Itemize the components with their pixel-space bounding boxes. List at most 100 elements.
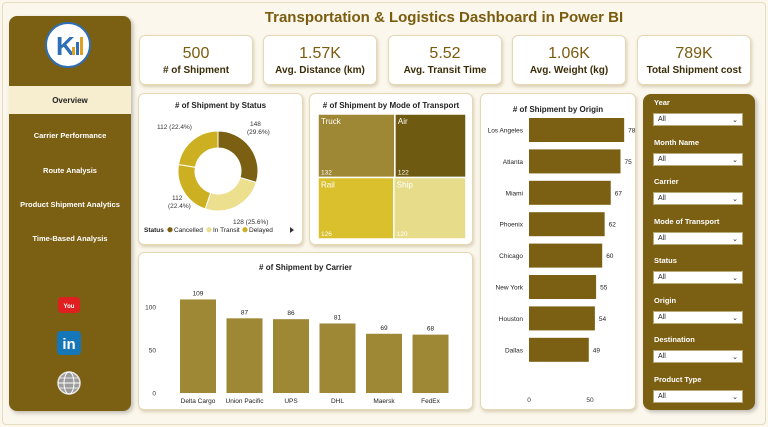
- filter-dropdown-product-type[interactable]: All ⌄: [653, 389, 743, 403]
- filter-label: Carrier: [654, 177, 679, 186]
- donut-slice[interactable]: [177, 130, 219, 168]
- treemap-cell-ship[interactable]: [393, 176, 467, 240]
- treemap-cell-air[interactable]: [394, 113, 467, 179]
- filter-value: All: [658, 274, 666, 281]
- data-label: 67: [615, 190, 623, 197]
- category-label: New York: [496, 285, 524, 292]
- kpi-label: Avg. Distance (km): [275, 64, 365, 76]
- nav-item-time-based-analysis[interactable]: Time-Based Analysis: [32, 233, 108, 243]
- x-tick-label: 50: [586, 397, 594, 404]
- origin-bar[interactable]: [529, 180, 611, 205]
- origin-bar[interactable]: [529, 118, 625, 142]
- slice-label: 148: [250, 121, 261, 128]
- filter-dropdown-destination[interactable]: All ⌄: [653, 350, 743, 363]
- carrier-bar-chart: 100 50 0 109 Delta Cargo 87 Union Pacific 86 UPS…: [145, 290, 449, 405]
- nav-item-route-analysis[interactable]: Route Analysis: [43, 165, 97, 175]
- kpi-value: 789K: [675, 44, 713, 62]
- mode-chart-title: # of Shipment by Mode of Transport: [322, 101, 460, 110]
- treemap-cell-value: 126: [321, 231, 332, 238]
- category-label: Delta Cargo: [181, 398, 216, 405]
- linkedin-icon[interactable]: in: [56, 330, 82, 356]
- filter-dropdown-month-name[interactable]: All ⌄: [653, 152, 743, 166]
- carrier-chart-panel: # of Shipment by Carrier 100 50 0 109 Delta …: [138, 252, 473, 410]
- filter-dropdown-carrier[interactable]: All ⌄: [653, 192, 743, 205]
- mode-treemap-chart: Truck 132 Air 122 Rail 126 Ship 120: [317, 113, 467, 240]
- legend-title: Status: [144, 227, 164, 234]
- category-label: Houston: [499, 316, 524, 323]
- carrier-bar[interactable]: [180, 299, 216, 393]
- filter-label: Month Name: [654, 137, 699, 147]
- chevron-down-icon: ⌄: [732, 275, 738, 282]
- carrier-bar[interactable]: [319, 323, 356, 393]
- chevron-down-icon: ⌄: [732, 156, 738, 164]
- origin-bar-chart: Los Angeles 78 Atlanta 75 Miami 67 Phoenix 62 Ch…: [488, 118, 636, 404]
- slice-label: (29.6%): [247, 129, 270, 136]
- data-label: 49: [593, 347, 601, 354]
- filter-dropdown-mode-of-transport[interactable]: All ⌄: [653, 231, 743, 245]
- origin-bar[interactable]: [529, 212, 605, 237]
- treemap-cell-value: 132: [321, 170, 332, 177]
- filter-dropdown-year[interactable]: All ⌄: [653, 113, 743, 126]
- status-donut-chart: 148(29.6%) 128 (25.6%) 112 (22.4%) 112(22.4…: [144, 121, 294, 234]
- legend-next-arrow-icon[interactable]: [290, 227, 294, 233]
- treemap-cell-label: Ship: [397, 181, 414, 190]
- filter-label: Year: [654, 98, 670, 107]
- category-label: Atlanta: [503, 159, 524, 166]
- kpi-value: 500: [182, 44, 210, 62]
- y-tick-label: 0: [152, 391, 156, 398]
- filter-value: All: [658, 116, 666, 123]
- origin-bar[interactable]: [529, 149, 621, 174]
- donut-slice[interactable]: [217, 130, 259, 184]
- filter-pane: Year All ⌄ Month Name All ⌄ Carrier All ⌄ Mode of…: [643, 94, 755, 410]
- kpi-label: Avg. Weight (kg): [529, 64, 609, 76]
- category-label: FedEx: [421, 398, 441, 405]
- chevron-down-icon: ⌄: [732, 117, 738, 124]
- slice-label: 128 (25.6%): [233, 219, 268, 226]
- origin-bar[interactable]: [529, 243, 603, 268]
- carrier-bar[interactable]: [366, 333, 402, 393]
- origin-bar[interactable]: [529, 275, 597, 299]
- slice-label: (22.4%): [168, 203, 191, 210]
- y-tick-label: 100: [145, 305, 156, 312]
- origin-bar[interactable]: [529, 306, 595, 331]
- origin-bar[interactable]: [529, 337, 589, 362]
- filter-value: All: [658, 234, 666, 242]
- treemap-cell-label: Truck: [321, 117, 342, 126]
- legend-swatch: [206, 227, 212, 233]
- nav-item-product-shipment-analytics[interactable]: Product Shipment Analytics: [20, 199, 120, 209]
- filter-label: Product Type: [654, 374, 702, 384]
- carrier-bar[interactable]: [412, 334, 449, 393]
- youtube-icon[interactable]: You: [56, 292, 82, 318]
- donut-slice[interactable]: [204, 176, 257, 212]
- status-chart-panel: # of Shipment by Status 148 (29.6%) 128 (2…: [138, 93, 303, 245]
- nav-item-carrier-performance[interactable]: Carrier Performance: [33, 130, 107, 140]
- legend-item: Delayed: [249, 227, 273, 234]
- data-label: 62: [609, 222, 617, 229]
- filter-dropdown-status[interactable]: All ⌄: [653, 271, 743, 284]
- slice-label: 112: [172, 195, 183, 202]
- globe-icon[interactable]: [56, 370, 82, 396]
- filter-label: Mode of Transport: [654, 216, 720, 226]
- filter-dropdown-origin[interactable]: All ⌄: [653, 310, 743, 324]
- data-label: 78: [628, 128, 636, 135]
- sidebar: K Overview Carrier Performance Route Analy…: [9, 16, 131, 411]
- origin-chart-panel: # of Shipment by Origin Los Angeles 78 Atl…: [480, 93, 636, 410]
- category-label: UPS: [284, 398, 298, 405]
- slice-label: 112 (22.4%): [157, 124, 192, 131]
- carrier-bar[interactable]: [226, 318, 263, 393]
- carrier-bar[interactable]: [273, 319, 309, 393]
- chevron-down-icon: ⌄: [732, 196, 738, 203]
- data-label: 69: [380, 325, 388, 332]
- nav-item-overview[interactable]: Overview: [9, 86, 131, 114]
- data-label: 81: [334, 314, 342, 321]
- origin-chart-title: # of Shipment by Origin: [512, 105, 604, 114]
- legend-item: Cancelled: [174, 227, 203, 234]
- filter-label: Status: [654, 256, 677, 265]
- kpi-label: Total Shipment cost: [646, 64, 742, 76]
- category-label: DHL: [331, 398, 344, 405]
- kpi-card: 1.57K Avg. Distance (km): [263, 35, 377, 85]
- company-logo: K: [45, 22, 91, 68]
- treemap-cell-rail[interactable]: [317, 176, 395, 240]
- x-tick-label: 0: [527, 397, 531, 404]
